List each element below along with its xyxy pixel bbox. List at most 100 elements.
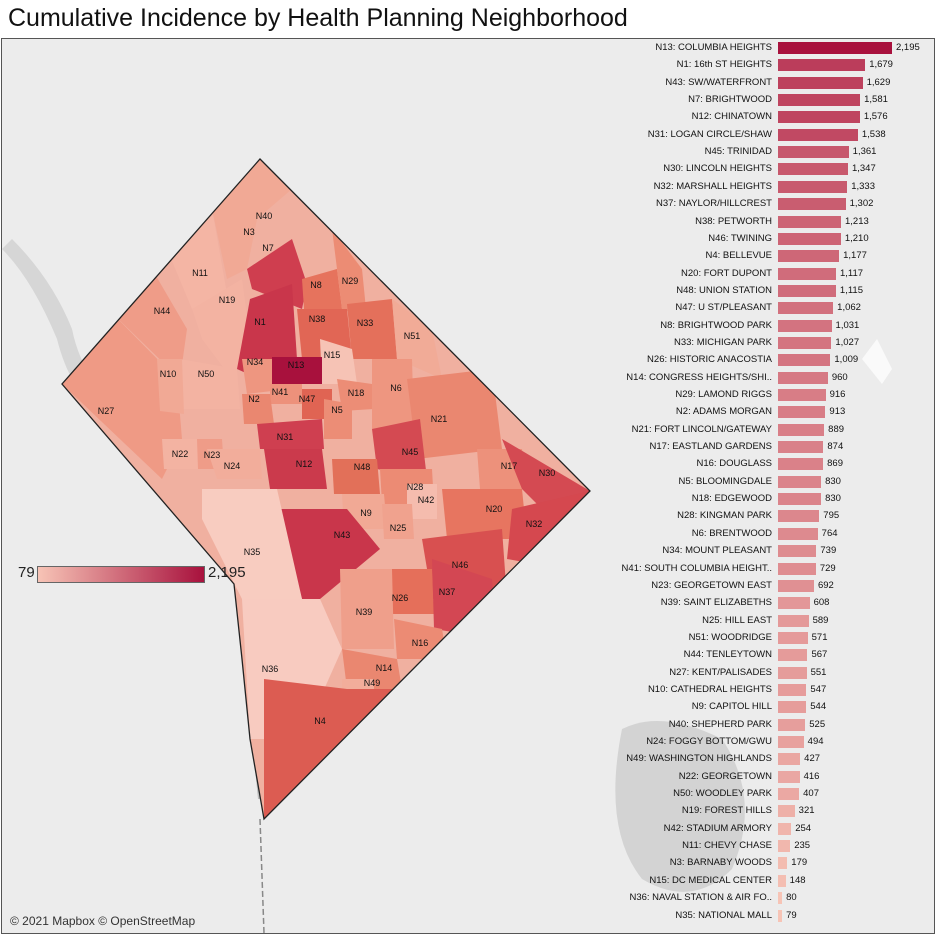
region-N21[interactable]: [407, 369, 502, 459]
bar[interactable]: [778, 111, 860, 124]
bar-label: N31: LOGAN CIRCLE/SHAW: [647, 128, 772, 140]
bar[interactable]: [778, 562, 816, 575]
bar-value-label: 235: [794, 840, 811, 852]
bar[interactable]: [778, 649, 808, 662]
region-N10[interactable]: [157, 359, 184, 414]
bar-value-label: 795: [823, 510, 840, 522]
bar-value-label: 571: [811, 631, 828, 643]
bar[interactable]: [778, 475, 822, 488]
bar-value-label: 80: [786, 892, 797, 904]
bar[interactable]: [778, 701, 807, 714]
bar[interactable]: [778, 770, 800, 783]
bar-value-label: 869: [827, 458, 843, 470]
bar[interactable]: [778, 736, 804, 748]
bar[interactable]: [778, 198, 846, 211]
bar[interactable]: [778, 232, 841, 245]
region-N32[interactable]: [507, 491, 590, 569]
bar[interactable]: [778, 76, 863, 89]
region-N31[interactable]: [257, 419, 324, 449]
bar[interactable]: [778, 822, 792, 835]
region-N8[interactable]: [302, 269, 342, 309]
bar[interactable]: [778, 631, 808, 644]
bar[interactable]: [778, 753, 801, 766]
bar[interactable]: [778, 892, 783, 905]
region-N5[interactable]: [324, 399, 352, 439]
bar[interactable]: [778, 441, 824, 454]
bar[interactable]: [778, 493, 822, 506]
bar[interactable]: [778, 389, 826, 401]
bar[interactable]: [778, 336, 832, 349]
bar-label: N36: NAVAL STATION & AIR FO..: [629, 892, 772, 904]
region-N6[interactable]: [372, 359, 414, 429]
bar[interactable]: [778, 267, 836, 280]
region-N33[interactable]: [347, 299, 397, 359]
bar[interactable]: [778, 545, 817, 558]
bar-value-label: 254: [795, 822, 812, 834]
region-N29[interactable]: [332, 229, 367, 319]
region-N42[interactable]: [407, 484, 437, 519]
bar[interactable]: [778, 683, 807, 696]
bar[interactable]: [778, 805, 795, 818]
region-N15[interactable]: [320, 339, 357, 384]
region-N2[interactable]: [242, 394, 274, 424]
bar[interactable]: [778, 718, 806, 731]
bar[interactable]: [778, 510, 820, 523]
region-N34[interactable]: [242, 359, 272, 394]
bar[interactable]: [778, 423, 825, 436]
region-N24[interactable]: [207, 449, 262, 479]
map-frame[interactable]: N40 N3 N7 N11 N19 N8 N29 N44 N1 N38 N33 N51 N15 N34 N1…: [1, 38, 935, 934]
bar[interactable]: [778, 42, 892, 54]
region-N45[interactable]: [372, 419, 427, 479]
bar[interactable]: [778, 406, 826, 419]
region-N20[interactable]: [442, 489, 527, 539]
region-N35[interactable]: [202, 489, 302, 599]
bar[interactable]: [778, 284, 836, 297]
region-N48[interactable]: [332, 459, 380, 494]
bar[interactable]: [778, 163, 848, 176]
map-label-n46: N46: [452, 560, 469, 570]
bar[interactable]: [778, 527, 818, 540]
region-N39[interactable]: [340, 569, 394, 649]
bar[interactable]: [778, 458, 824, 471]
map-label-n30: N30: [539, 468, 556, 478]
region-N43[interactable]: [277, 509, 380, 599]
bar[interactable]: [778, 180, 848, 193]
region-N25[interactable]: [382, 504, 414, 539]
bar[interactable]: [778, 319, 832, 332]
bar[interactable]: [778, 614, 809, 627]
bar[interactable]: [778, 215, 841, 228]
bar[interactable]: [778, 94, 861, 107]
region-N11[interactable]: [167, 209, 227, 309]
region-N12[interactable]: [264, 449, 327, 489]
bar-value-label: 739: [820, 545, 837, 557]
region-N41[interactable]: [270, 384, 302, 404]
bar[interactable]: [778, 840, 791, 853]
map-label-n13: N13: [288, 360, 305, 370]
region-N13[interactable]: [272, 357, 322, 384]
region-N22[interactable]: [162, 439, 198, 469]
bar[interactable]: [778, 857, 788, 870]
bar[interactable]: [778, 250, 840, 263]
bar[interactable]: [778, 146, 849, 159]
bar[interactable]: [778, 788, 800, 801]
bar-label: N41: SOUTH COLUMBIA HEIGHT..: [621, 562, 772, 574]
bar[interactable]: [778, 666, 807, 679]
bar[interactable]: [778, 874, 786, 887]
bar-label: N39: SAINT ELIZABETHS: [660, 597, 772, 609]
bar-value-label: 889: [828, 423, 845, 435]
region-N27[interactable]: [62, 311, 182, 479]
bar[interactable]: [778, 909, 783, 922]
region-N19[interactable]: [192, 279, 250, 379]
bar[interactable]: [778, 59, 866, 72]
bar-label: N48: UNION STATION: [676, 284, 772, 296]
bar[interactable]: [778, 128, 858, 141]
bar[interactable]: [778, 302, 834, 315]
bar[interactable]: [778, 597, 810, 610]
region-N26[interactable]: [387, 569, 434, 614]
region-N50[interactable]: [180, 359, 240, 409]
bar[interactable]: [778, 579, 814, 592]
bar[interactable]: [778, 371, 828, 384]
bar[interactable]: [778, 354, 831, 367]
bar-label: N49: WASHINGTON HIGHLANDS: [626, 753, 772, 765]
